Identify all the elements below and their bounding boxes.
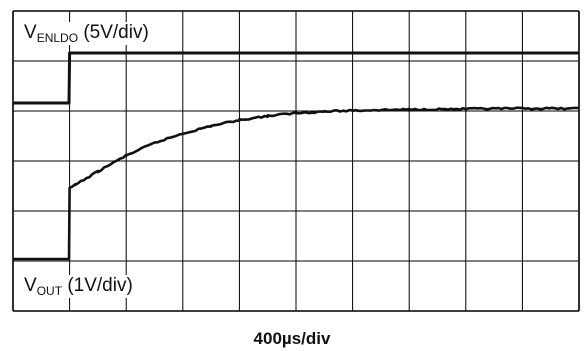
vout-channel-label: VOUT (1V/div): [21, 275, 136, 298]
vout-label-sub: OUT: [36, 284, 63, 298]
grid: [12, 10, 580, 312]
vout-scale-label: (1V/div): [67, 275, 133, 296]
traces: [13, 51, 580, 261]
enldo-channel-label: VENLDO (5V/div): [21, 22, 152, 45]
enldo-label-sub: ENLDO: [36, 31, 79, 45]
vout-trace: [13, 106, 580, 261]
enldo-label-main: V: [24, 22, 37, 43]
enldo-scale-label: (5V/div): [83, 22, 149, 43]
enldo-trace: [13, 51, 579, 105]
timebase-label: 400µs/div: [253, 329, 331, 348]
vout-label-main: V: [24, 275, 37, 296]
